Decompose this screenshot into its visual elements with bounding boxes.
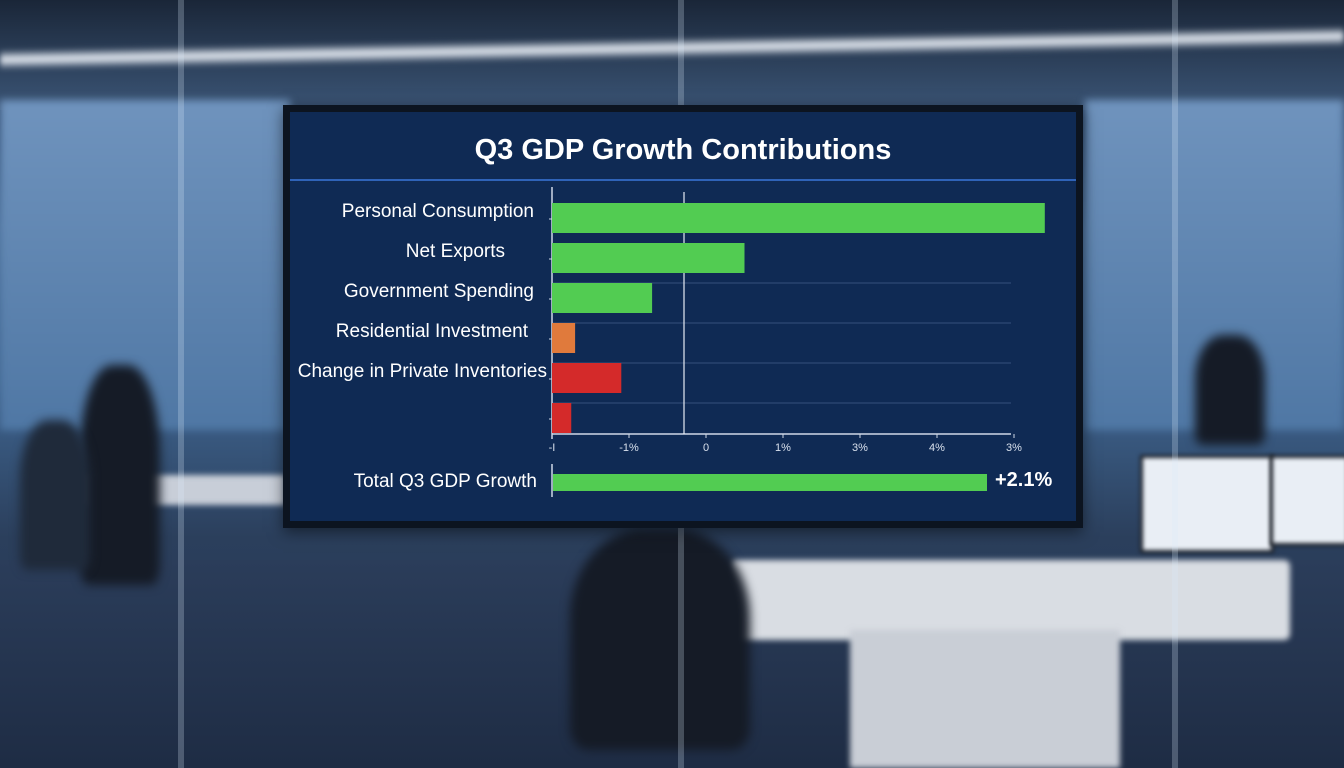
chair-left (20, 420, 90, 570)
category-label: Personal Consumption (341, 201, 534, 222)
category-label: Change in Private Inventories (297, 361, 547, 382)
x-tick-label: -1% (619, 442, 639, 454)
desk-drawers (850, 630, 1120, 768)
person-left (80, 365, 160, 585)
bar-2 (552, 283, 653, 313)
x-tick-label: 3% (852, 442, 868, 454)
bar-1 (552, 243, 745, 273)
title-divider (290, 179, 1076, 181)
x-tick-label: 0 (702, 442, 710, 454)
category-label: Residential Investment (335, 321, 528, 342)
monitor-1 (1140, 455, 1274, 553)
x-tick-label: -I (548, 442, 556, 454)
person-right (1195, 335, 1265, 445)
bar-5 (552, 403, 572, 433)
bar-3 (552, 323, 576, 353)
office-window-left (0, 100, 290, 430)
category-label: Government Spending (343, 281, 534, 302)
glass-frame (178, 0, 184, 768)
wall-display: Q3 GDP Growth Contributions Personal Con… (283, 105, 1083, 528)
chart-panel: Q3 GDP Growth Contributions Personal Con… (290, 112, 1076, 521)
person-foreground (570, 530, 750, 750)
bar-4 (552, 363, 622, 393)
monitor-2 (1270, 455, 1344, 546)
desk-right (730, 560, 1290, 640)
glass-frame (1172, 0, 1178, 768)
bar-0 (552, 203, 1045, 233)
category-label: Net Exports (405, 241, 505, 262)
total-value-label: +2.1% (995, 469, 1053, 491)
total-label: Total Q3 GDP Growth (353, 471, 537, 492)
chart-title: Q3 GDP Growth Contributions (474, 134, 892, 166)
x-tick-label: 1% (775, 442, 791, 454)
bar-plot (549, 187, 1045, 497)
total-bar (553, 474, 987, 491)
x-tick-label: 4% (929, 442, 945, 454)
x-tick-label: 3% (1006, 442, 1022, 454)
